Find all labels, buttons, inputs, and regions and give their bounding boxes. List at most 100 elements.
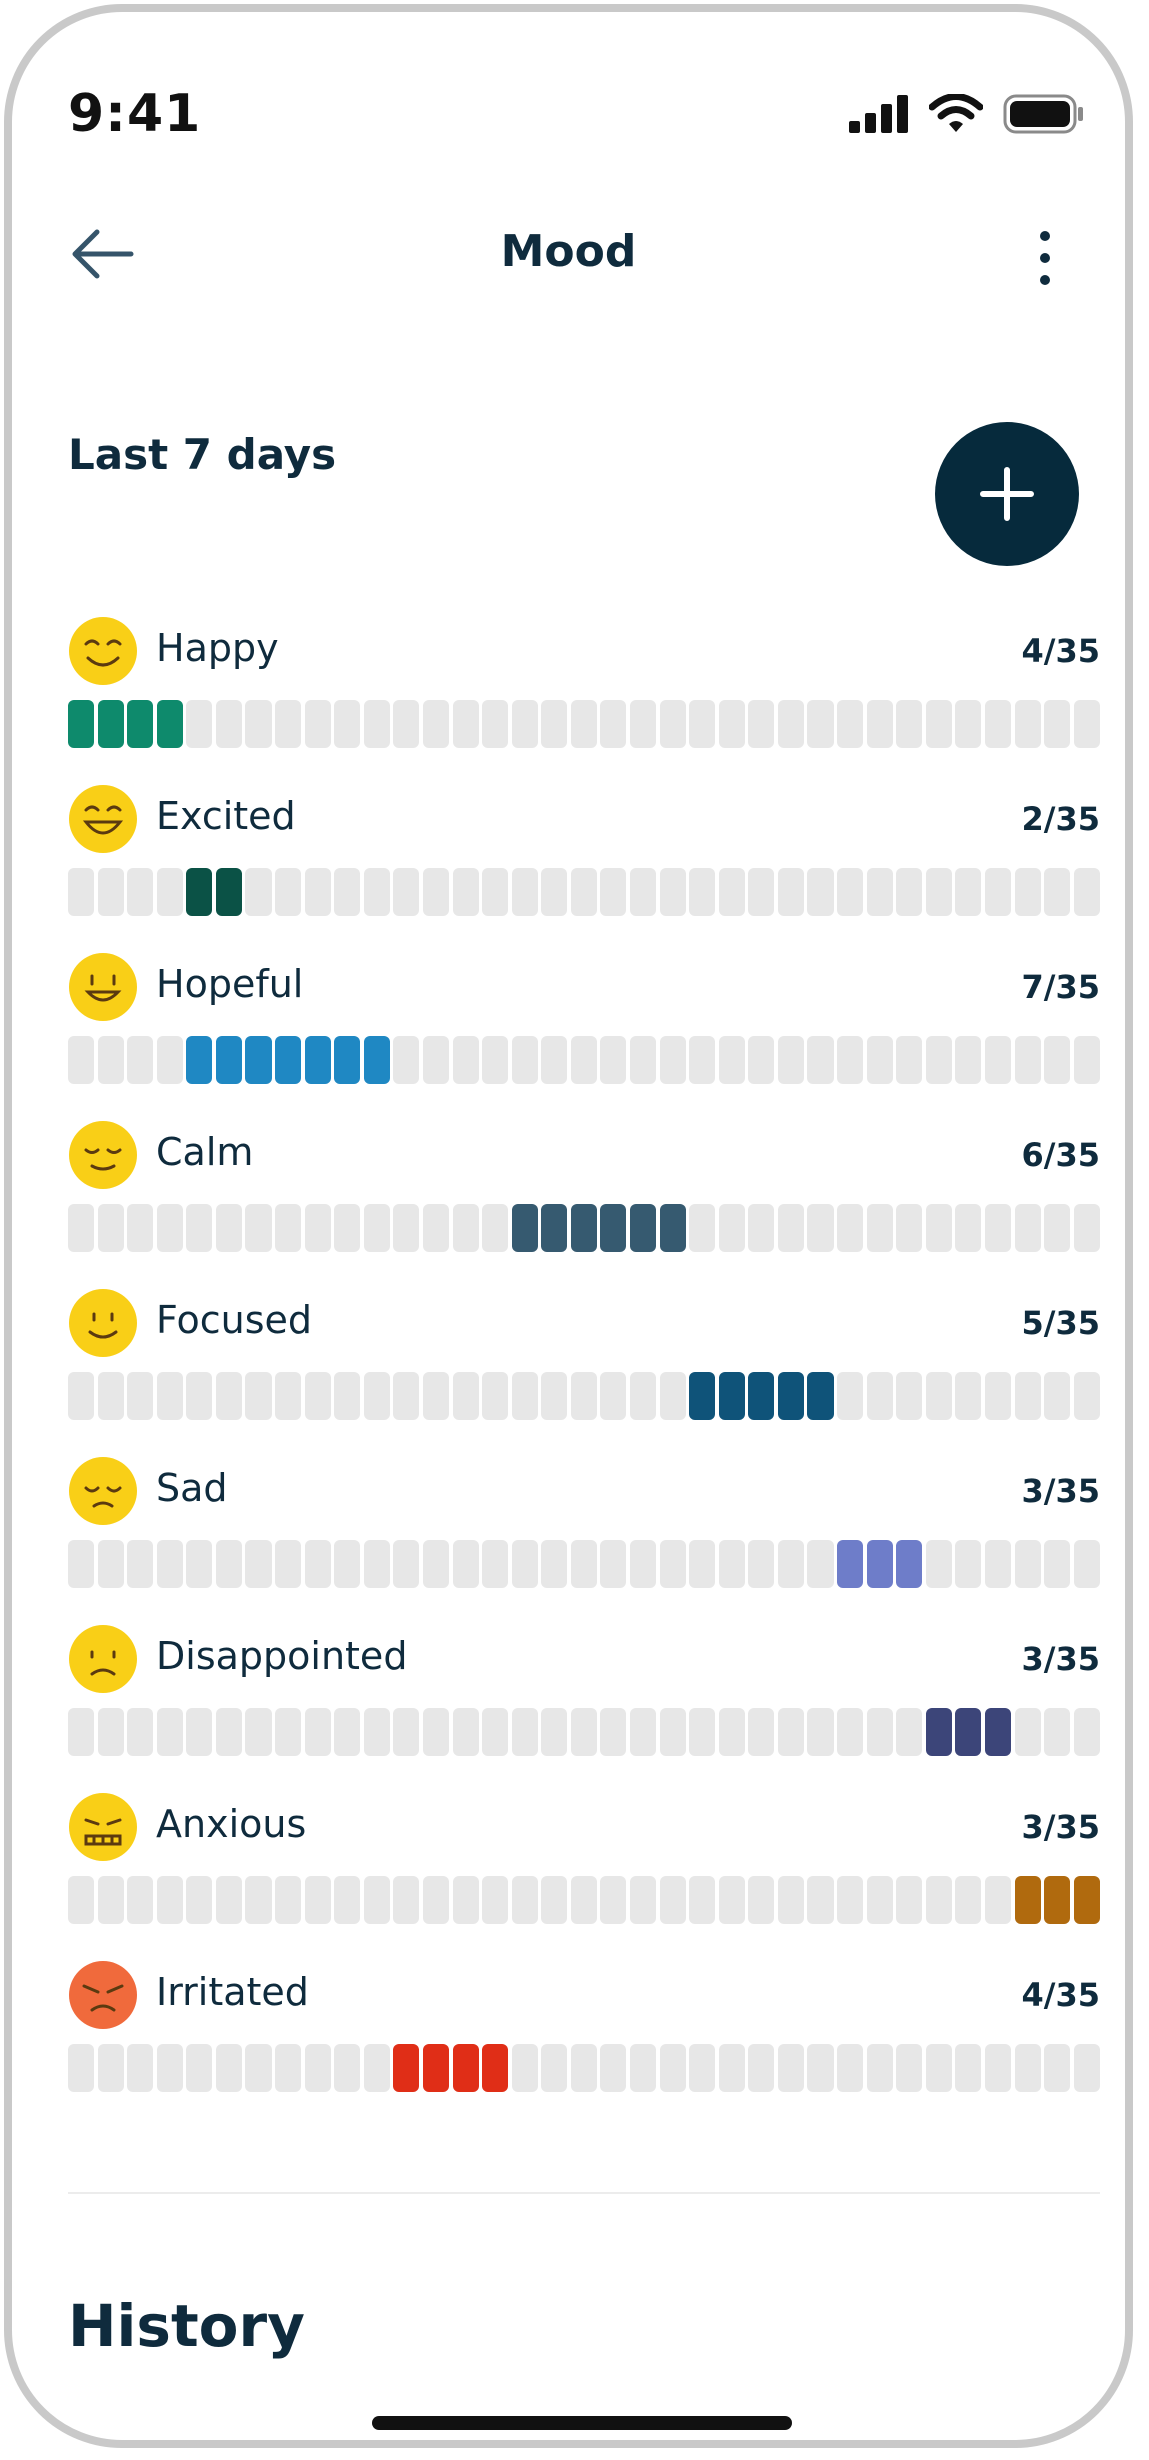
mood-bar-segment-empty: [422, 868, 450, 916]
mood-label: Irritated: [156, 1970, 309, 2014]
mood-bar-segment-empty: [748, 1204, 775, 1252]
mood-bar-segment-empty: [304, 1876, 331, 1924]
mood-bar-segment-empty: [511, 700, 538, 748]
mood-bar-segment-empty: [984, 2044, 1011, 2092]
mood-bar-segment-empty: [896, 1372, 923, 1420]
mood-bar-segment-empty: [777, 700, 804, 748]
mood-bar-segment-empty: [156, 868, 183, 916]
mood-bar-segment-empty: [925, 1372, 952, 1420]
mood-row-excited[interactable]: Excited 2/35: [68, 784, 1100, 952]
mood-bar-segment-empty: [896, 700, 923, 748]
add-mood-button[interactable]: [935, 422, 1079, 566]
mood-bar-segment-empty: [925, 1204, 952, 1252]
mood-bar-segment-empty: [718, 700, 745, 748]
mood-bar-segment-empty: [156, 1036, 183, 1084]
happy-face-icon: [69, 617, 137, 685]
mood-bar-segment-empty: [68, 868, 95, 916]
mood-bar-segment-empty: [215, 1372, 242, 1420]
mood-label: Happy: [156, 626, 279, 670]
mood-row-anxious[interactable]: Anxious 3/35: [68, 1792, 1100, 1960]
mood-row-calm[interactable]: Calm 6/35: [68, 1120, 1100, 1288]
mood-bar-segment-empty: [984, 700, 1011, 748]
mood-bar-segment-empty: [156, 1876, 183, 1924]
mood-bar-segment-empty: [689, 700, 716, 748]
mood-bar-segment-filled: [837, 1540, 864, 1588]
mood-bar-segment-empty: [363, 2044, 390, 2092]
mood-bar-segment-empty: [245, 868, 272, 916]
mood-bar-segment-empty: [275, 1708, 302, 1756]
mood-bar-segment-filled: [1014, 1876, 1041, 1924]
mood-bar-segment-empty: [393, 1036, 420, 1084]
mood-row-happy[interactable]: Happy 4/35: [68, 616, 1100, 784]
mood-bar-segment-empty: [452, 1036, 479, 1084]
mood-bar-segment-empty: [452, 1372, 479, 1420]
mood-bar-segment-empty: [748, 1876, 775, 1924]
mood-bar-segment-empty: [215, 1204, 242, 1252]
mood-bar-segment-empty: [689, 1708, 716, 1756]
more-options-button[interactable]: [1025, 228, 1065, 288]
mood-bar-segment-empty: [896, 1708, 923, 1756]
section-divider: [68, 2192, 1100, 2194]
home-indicator[interactable]: [372, 2416, 792, 2430]
mood-bar: [68, 1708, 1100, 1756]
mood-bar-segment-empty: [215, 700, 242, 748]
mood-bar-segment-filled: [511, 1204, 538, 1252]
mood-row-disappointed[interactable]: Disappointed 3/35: [68, 1624, 1100, 1792]
mood-bar-segment-empty: [275, 1876, 302, 1924]
hopeful-face-icon: [69, 953, 137, 1021]
mood-bar-segment-empty: [127, 1372, 154, 1420]
mood-row-focused[interactable]: Focused 5/35: [68, 1288, 1100, 1456]
mood-bar-segment-filled: [748, 1372, 775, 1420]
mood-bar-segment-empty: [541, 1708, 568, 1756]
mood-bar-segment-empty: [866, 2044, 893, 2092]
mood-bar-segment-empty: [659, 1876, 686, 1924]
mood-bar-segment-empty: [866, 1036, 893, 1084]
mood-bar-segment-empty: [777, 1036, 804, 1084]
mood-bar-segment-empty: [245, 1372, 272, 1420]
mood-bar-segment-empty: [68, 1036, 95, 1084]
mood-bar-segment-empty: [541, 1036, 568, 1084]
mood-bar-segment-empty: [68, 1372, 95, 1420]
mood-bar-segment-empty: [718, 1876, 745, 1924]
mood-bar-segment-empty: [511, 1372, 538, 1420]
mood-row-sad[interactable]: Sad 3/35: [68, 1456, 1100, 1624]
mood-bar-segment-empty: [334, 700, 361, 748]
mood-bar-segment-empty: [866, 1204, 893, 1252]
mood-bar-segment-empty: [689, 1540, 716, 1588]
mood-bar-segment-empty: [866, 1708, 893, 1756]
mood-bar-segment-empty: [600, 1876, 627, 1924]
mood-bar-segment-filled: [807, 1372, 834, 1420]
mood-bar-segment-empty: [659, 1036, 686, 1084]
mood-row-header: Sad 3/35: [68, 1456, 1100, 1528]
mood-bar-segment-filled: [689, 1372, 716, 1420]
mood-bar-segment-filled: [777, 1372, 804, 1420]
back-button[interactable]: [62, 224, 142, 284]
mood-bar-segment-empty: [68, 2044, 95, 2092]
mood-label: Anxious: [156, 1802, 307, 1846]
mood-bar-segment-empty: [807, 1876, 834, 1924]
mood-bar: [68, 1372, 1100, 1420]
mood-bar-segment-filled: [245, 1036, 272, 1084]
mood-bar-segment-empty: [541, 868, 568, 916]
mood-bar-segment-empty: [955, 700, 982, 748]
mood-bar-segment-empty: [422, 1036, 450, 1084]
mood-bar-segment-empty: [215, 1708, 242, 1756]
mood-bar-segment-empty: [600, 868, 627, 916]
mood-bar-segment-empty: [925, 1036, 952, 1084]
mood-bar-segment-empty: [304, 1708, 331, 1756]
mood-bar-segment-empty: [837, 700, 864, 748]
mood-bar-segment-empty: [304, 1372, 331, 1420]
mood-bar-segment-empty: [275, 1372, 302, 1420]
mood-row-irritated[interactable]: Irritated 4/35: [68, 1960, 1100, 2128]
mood-bar-segment-empty: [1014, 1372, 1041, 1420]
mood-bar-segment-empty: [689, 2044, 716, 2092]
mood-row-header: Disappointed 3/35: [68, 1624, 1100, 1696]
mood-bar-segment-empty: [659, 868, 686, 916]
mood-bar-segment-filled: [422, 2044, 450, 2092]
mood-bar-segment-empty: [600, 2044, 627, 2092]
mood-count: 5/35: [1021, 1304, 1100, 1342]
mood-bar-segment-empty: [215, 1876, 242, 1924]
mood-row-hopeful[interactable]: Hopeful 7/35: [68, 952, 1100, 1120]
mood-bar-segment-empty: [777, 1876, 804, 1924]
mood-bar-segment-empty: [482, 700, 509, 748]
